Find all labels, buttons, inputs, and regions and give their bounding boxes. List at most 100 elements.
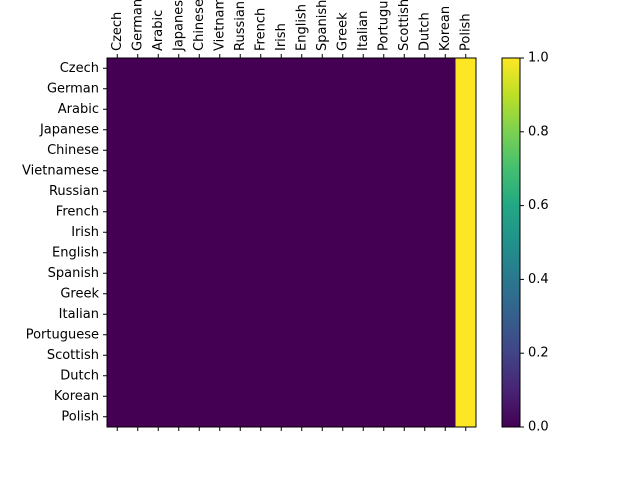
heatmap-cell	[373, 201, 395, 223]
heatmap-cell	[189, 345, 211, 367]
x-tick-label: Arabic	[151, 10, 166, 51]
heatmap-cell	[455, 181, 477, 203]
heatmap-cell	[168, 324, 190, 346]
heatmap-cell	[394, 181, 416, 203]
heatmap-cell	[291, 201, 313, 223]
heatmap-cell	[209, 181, 231, 203]
heatmap-cell	[312, 99, 334, 121]
heatmap-cell	[209, 304, 231, 326]
heatmap-cell	[435, 386, 457, 408]
y-tick-label: Spanish	[48, 266, 99, 281]
x-tick-label: Dutch	[417, 12, 432, 51]
heatmap-cell	[455, 263, 477, 285]
y-tick-label: French	[56, 204, 99, 219]
heatmap-cell	[230, 304, 252, 326]
heatmap-cell	[291, 406, 313, 428]
heatmap-cell	[394, 324, 416, 346]
heatmap-cell	[148, 140, 170, 162]
heatmap-cell	[209, 406, 231, 428]
colorbar-tick-label: 0.6	[528, 198, 549, 213]
heatmap-cell	[455, 365, 477, 387]
x-axis-ticks-top: Czech German Arabic Japanese Chinese Vietname…	[110, 0, 473, 58]
y-tick-label: Italian	[59, 307, 99, 322]
heatmap-cell	[271, 365, 293, 387]
heatmap-cell	[291, 263, 313, 285]
heatmap-cell	[353, 386, 375, 408]
y-tick-label: Arabic	[58, 102, 99, 117]
heatmap-cell	[394, 386, 416, 408]
heatmap-cell	[230, 181, 252, 203]
heatmap-cell	[291, 222, 313, 244]
heatmap-cell	[332, 119, 354, 141]
heatmap-cell	[312, 386, 334, 408]
heatmap-cell	[250, 58, 272, 80]
heatmap-cell	[455, 160, 477, 182]
heatmap-cell	[373, 283, 395, 305]
heatmap-cell	[209, 160, 231, 182]
heatmap-cell	[414, 304, 436, 326]
heatmap-cell	[353, 345, 375, 367]
x-axis-ticks-bottom	[116, 427, 467, 431]
heatmap-cell	[271, 119, 293, 141]
heatmap-cell	[107, 181, 129, 203]
heatmap-cell	[312, 365, 334, 387]
heatmap-cell	[189, 58, 211, 80]
heatmap-cell	[435, 222, 457, 244]
heatmap-cell	[168, 304, 190, 326]
heatmap-cell	[332, 99, 354, 121]
heatmap-cell	[271, 242, 293, 264]
heatmap-cell	[414, 140, 436, 162]
heatmap-cell	[107, 119, 129, 141]
heatmap-cell	[455, 140, 477, 162]
heatmap-cell	[332, 201, 354, 223]
heatmap-cell	[148, 201, 170, 223]
heatmap-cell	[127, 283, 149, 305]
heatmap-cell	[455, 386, 477, 408]
heatmap-cell	[435, 140, 457, 162]
heatmap-cell	[168, 365, 190, 387]
heatmap-cell	[455, 345, 477, 367]
heatmap-cell	[168, 160, 190, 182]
heatmap-cell	[168, 201, 190, 223]
heatmap-cell	[373, 78, 395, 100]
heatmap-cell	[107, 99, 129, 121]
heatmap-cell	[209, 58, 231, 80]
heatmap-cell	[107, 304, 129, 326]
heatmap-cell	[107, 283, 129, 305]
heatmap-cell	[455, 406, 477, 428]
heatmap-cell	[189, 365, 211, 387]
heatmap-cell	[353, 222, 375, 244]
heatmap-cell	[148, 99, 170, 121]
heatmap-cell	[373, 406, 395, 428]
heatmap-cell	[455, 304, 477, 326]
heatmap-cell	[291, 99, 313, 121]
heatmap-cell	[394, 345, 416, 367]
heatmap-cell	[414, 406, 436, 428]
heatmap-cell	[209, 222, 231, 244]
heatmap-cell	[291, 181, 313, 203]
heatmap-cell	[250, 324, 272, 346]
heatmap-cell	[168, 406, 190, 428]
heatmap-cell	[189, 119, 211, 141]
heatmap-cell	[168, 58, 190, 80]
x-tick-label: English	[294, 4, 309, 51]
colorbar-tick-label: 0.4	[528, 272, 549, 287]
heatmap-cell	[455, 222, 477, 244]
heatmap-cell	[373, 140, 395, 162]
heatmap-cell	[435, 58, 457, 80]
heatmap-cell	[373, 181, 395, 203]
heatmap-cell	[127, 304, 149, 326]
heatmap-cell	[168, 345, 190, 367]
heatmap-cell	[353, 58, 375, 80]
heatmap-cell	[353, 181, 375, 203]
x-tick-label: Spanish	[315, 0, 330, 51]
heatmap-cell	[209, 283, 231, 305]
heatmap-cell	[414, 263, 436, 285]
heatmap-cell	[127, 140, 149, 162]
heatmap-cell	[148, 222, 170, 244]
heatmap-cell	[148, 283, 170, 305]
heatmap-cell	[189, 181, 211, 203]
heatmap-cell	[107, 365, 129, 387]
heatmap-cell	[230, 119, 252, 141]
heatmap-cell	[332, 365, 354, 387]
